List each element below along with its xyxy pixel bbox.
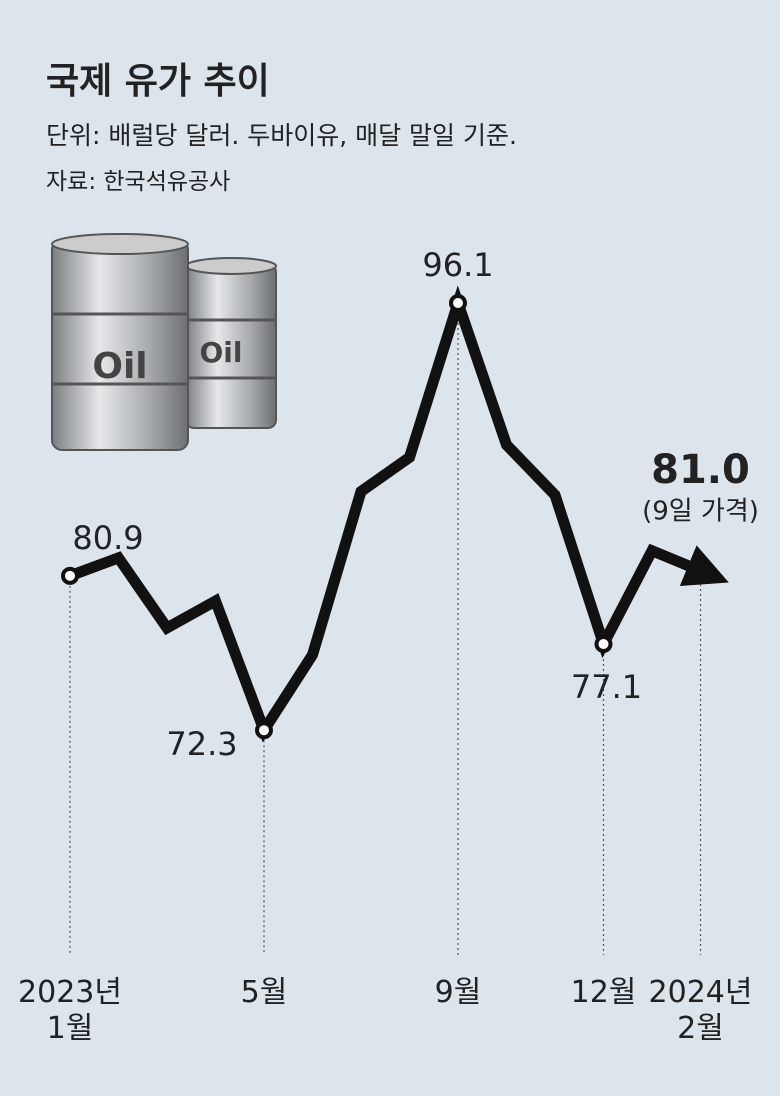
barrel-text: Oil [92,346,147,387]
barrel-text: Oil [200,336,243,369]
chart-title: 국제 유가 추이 [46,61,270,102]
x-tick-label: 9월 [434,975,482,1010]
value-note: (9일 가격) [642,497,759,527]
value-label: 80.9 [72,519,143,557]
x-tick-label: 12월 [570,975,637,1010]
point-marker [594,635,613,654]
value-label: 77.1 [571,668,642,706]
price-line [68,285,729,743]
value-label: 72.3 [166,725,237,763]
source: 자료: 한국석유공사 [46,169,231,195]
value-label: 81.0 [651,447,750,493]
value-label: 96.1 [422,246,493,284]
chart-subtitle: 단위: 배럴당 달러. 두바이유, 매달 말일 기준. [46,121,517,150]
point-marker [255,721,273,740]
barrel-illustration: Oil Oil [51,233,277,451]
x-tick-label: 5월 [240,975,288,1010]
x-tick-label: 2024년 2월 [648,975,753,1046]
point-marker [449,294,467,313]
x-tick-label: 2023년 1월 [18,975,122,1046]
point-marker [61,566,79,585]
